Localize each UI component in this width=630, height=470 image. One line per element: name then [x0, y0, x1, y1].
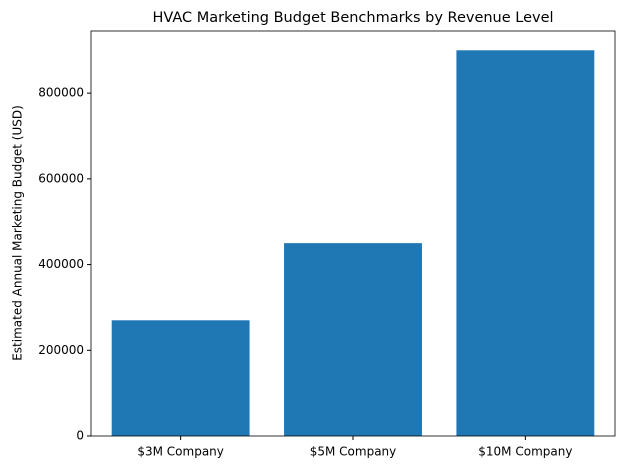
y-tick-label: 400000 — [38, 257, 84, 271]
chart-title: HVAC Marketing Budget Benchmarks by Reve… — [152, 10, 553, 26]
y-tick-label: 0 — [76, 429, 84, 443]
y-axis-label: Estimated Annual Marketing Budget (USD) — [11, 105, 25, 361]
y-tick-label: 200000 — [38, 343, 84, 357]
bar — [111, 320, 250, 436]
y-tick-label: 600000 — [38, 171, 84, 185]
x-tick-label: $10M Company — [478, 445, 572, 459]
x-tick-label: $3M Company — [137, 445, 224, 459]
bar — [284, 243, 422, 436]
y-tick-label: 800000 — [38, 86, 84, 100]
plot-frame — [90, 30, 616, 437]
x-tick-label: $5M Company — [310, 445, 397, 459]
bar — [456, 50, 595, 437]
